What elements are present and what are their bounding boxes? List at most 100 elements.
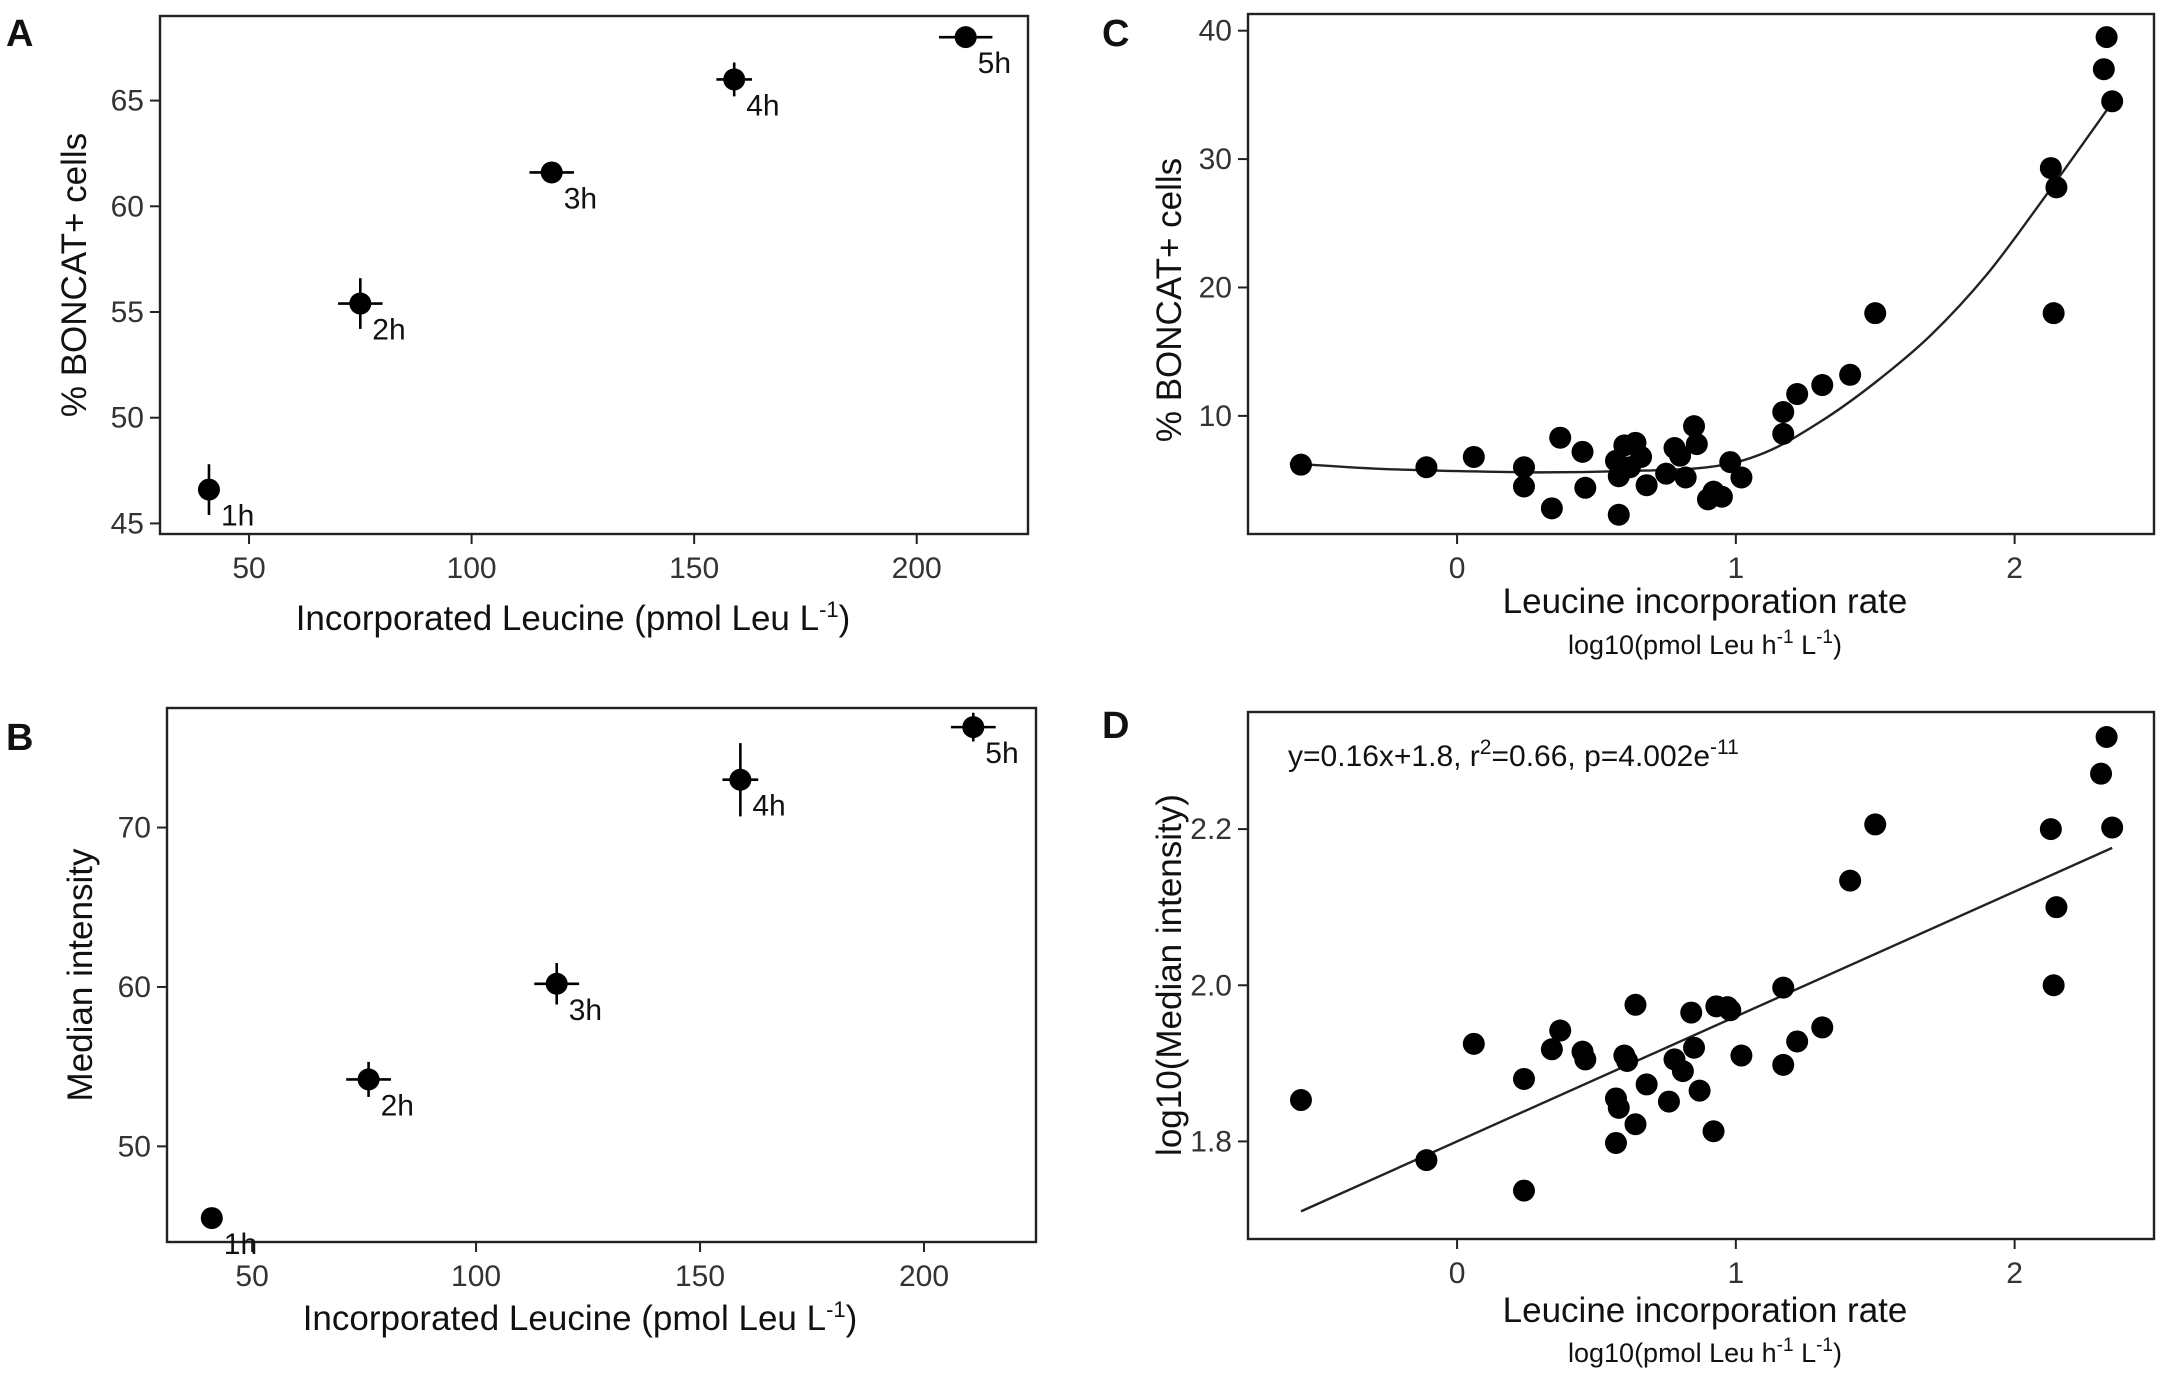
data-point-b-1 — [357, 1068, 380, 1091]
data-point-c-26 — [1719, 451, 1742, 474]
y-tick-label-a-3: 60 — [111, 190, 144, 223]
data-point-d-15 — [1624, 993, 1647, 1016]
data-point-d-21 — [1683, 1036, 1706, 1059]
data-point-c-30 — [1786, 383, 1809, 406]
data-point-d-38 — [2095, 725, 2118, 748]
x-axis-label-b: Incorporated Leucine (pmol Leu L-1) — [303, 1297, 858, 1338]
y-tick-label-d-1: 2.0 — [1190, 969, 1232, 1002]
data-point-c-34 — [2039, 157, 2062, 180]
point-label-b-2: 3h — [569, 994, 602, 1027]
data-point-c-31 — [1811, 374, 1834, 397]
panel-a: A 50 100 150 200 45 50 55 60 65 1h 2h 3h 4h 5h Inco… — [6, 13, 1030, 638]
data-point-c-6 — [1549, 426, 1572, 449]
point-label-a-1: 2h — [372, 314, 405, 347]
data-point-c-29 — [1772, 422, 1795, 445]
data-point-c-27 — [1730, 466, 1753, 489]
x-axis-sublabel-c: log10(pmol Leu h-1 L-1) — [1568, 627, 1842, 660]
x-tick-label-a-0: 50 — [232, 552, 265, 585]
data-point-c-38 — [2095, 26, 2118, 49]
data-point-d-33 — [1864, 813, 1887, 836]
y-tick-label-b-1: 60 — [118, 971, 151, 1004]
data-point-c-33 — [1864, 302, 1887, 325]
x-tick-label-a-2: 150 — [669, 552, 719, 585]
x-ticks-d: 0 1 2 — [1449, 1239, 2023, 1290]
data-point-d-36 — [2042, 974, 2065, 997]
y-axis-label-a: % BONCAT+ cells — [55, 133, 94, 417]
plot-frame-c — [1246, 12, 2156, 536]
x-tick-label-c-2: 2 — [2006, 552, 2023, 585]
data-point-b-0 — [200, 1207, 223, 1230]
y-tick-label-a-0: 45 — [111, 507, 144, 540]
data-point-d-2 — [1462, 1032, 1485, 1055]
panel-b: B 50 100 150 200 50 60 70 1h 2h 3h 4h 5h Incorpor… — [6, 706, 1038, 1338]
data-point-c-19 — [1669, 444, 1692, 467]
panel-c: C 0 1 2 10 20 30 40 Leucine incorporation rat… — [1102, 12, 2156, 660]
data-point-d-11 — [1604, 1131, 1627, 1154]
x-axis-sublabel-d: log10(pmol Leu h-1 L-1) — [1568, 1335, 1842, 1368]
y-tick-label-a-2: 55 — [111, 296, 144, 329]
y-tick-label-c-1: 20 — [1199, 271, 1232, 304]
data-point-d-16 — [1635, 1073, 1658, 1096]
point-label-b-4: 5h — [985, 737, 1018, 770]
data-point-d-29 — [1772, 1053, 1795, 1076]
data-point-b-2 — [545, 972, 568, 995]
point-label-a-0: 1h — [221, 500, 254, 533]
data-point-d-32 — [1839, 869, 1862, 892]
data-point-d-3 — [1512, 1067, 1535, 1090]
data-point-c-1 — [1415, 456, 1438, 479]
x-tick-label-b-0: 50 — [235, 1260, 268, 1293]
x-tick-label-c-0: 0 — [1449, 552, 1466, 585]
data-point-a-2 — [540, 161, 563, 184]
data-point-c-3 — [1512, 456, 1535, 479]
x-ticks-b: 50 100 150 200 — [235, 1242, 949, 1293]
data-point-d-23 — [1702, 1120, 1725, 1143]
x-axis-label-c: Leucine incorporation rate — [1503, 582, 1908, 621]
data-point-d-10 — [1607, 1096, 1630, 1119]
y-ticks-a: 45 50 55 60 65 — [111, 85, 160, 540]
data-point-c-21 — [1683, 415, 1706, 438]
data-point-c-2 — [1462, 445, 1485, 468]
data-point-c-20 — [1674, 466, 1697, 489]
point-label-a-3: 4h — [746, 89, 779, 122]
data-point-d-27 — [1730, 1044, 1753, 1067]
data-point-c-0 — [1289, 453, 1312, 476]
data-point-a-1 — [349, 292, 372, 315]
data-point-a-4 — [954, 26, 977, 49]
data-points-b: 1h 2h 3h 4h 5h — [200, 712, 1019, 1261]
data-point-c-35 — [2045, 176, 2068, 199]
data-point-d-5 — [1540, 1038, 1563, 1061]
panel-letter-d: D — [1102, 705, 1129, 747]
data-point-d-0 — [1289, 1089, 1312, 1112]
panel-letter-a: A — [6, 13, 33, 55]
data-point-c-37 — [2092, 58, 2115, 81]
x-tick-label-b-1: 100 — [451, 1260, 501, 1293]
data-point-d-20 — [1680, 1001, 1703, 1024]
x-tick-label-d-2: 2 — [2006, 1257, 2023, 1290]
data-point-c-22 — [1685, 433, 1708, 456]
data-point-d-1 — [1415, 1149, 1438, 1172]
regression-annotation-d: y=0.16x+1.8, r2=0.66, p=4.002e-11 — [1288, 736, 1739, 773]
data-point-a-0 — [197, 478, 220, 501]
x-tick-label-b-2: 150 — [675, 1260, 725, 1293]
panel-letter-b: B — [6, 717, 33, 759]
data-point-c-7 — [1571, 440, 1594, 463]
y-ticks-d: 1.8 2.0 2.2 — [1190, 813, 1248, 1158]
data-point-d-30 — [1786, 1030, 1809, 1053]
data-point-c-25 — [1710, 485, 1733, 508]
data-point-d-8 — [1574, 1048, 1597, 1071]
x-axis-label-a: Incorporated Leucine (pmol Leu L-1) — [296, 597, 851, 638]
data-point-d-6 — [1549, 1019, 1572, 1042]
data-point-d-4 — [1512, 1179, 1535, 1202]
data-point-c-28 — [1772, 401, 1795, 424]
data-point-d-35 — [2045, 896, 2068, 919]
point-label-b-0: 1h — [224, 1228, 257, 1261]
plot-frame-a — [158, 14, 1030, 536]
x-axis-label-d: Leucine incorporation rate — [1503, 1291, 1908, 1330]
data-point-d-39 — [2101, 816, 2124, 839]
point-label-b-1: 2h — [381, 1089, 414, 1122]
data-point-d-37 — [2090, 762, 2113, 785]
y-tick-label-d-0: 1.8 — [1190, 1125, 1232, 1158]
x-ticks-a: 50 100 150 200 — [232, 534, 942, 585]
panel-letter-c: C — [1102, 13, 1129, 55]
